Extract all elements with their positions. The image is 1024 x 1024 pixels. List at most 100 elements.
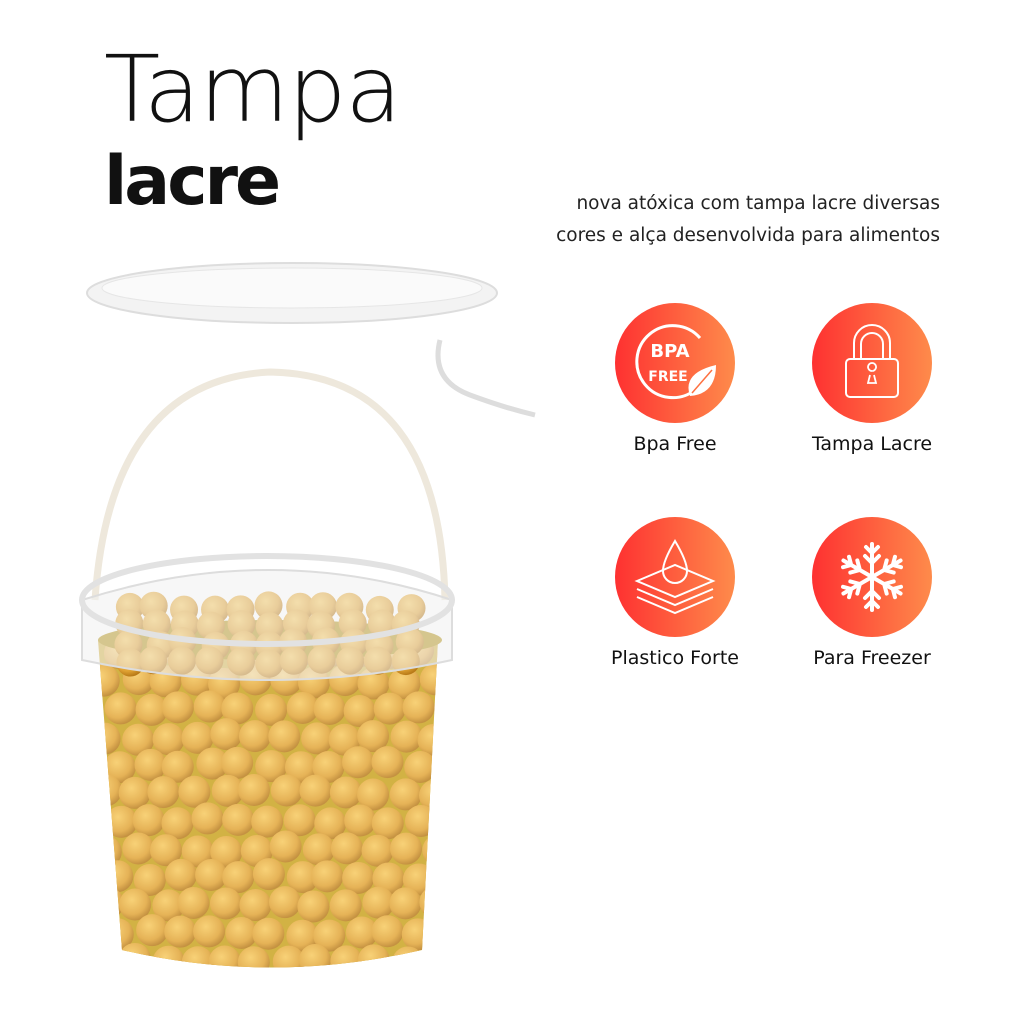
feature-label: Plastico Forte: [611, 647, 739, 669]
chickpea: [209, 887, 242, 920]
chickpea: [149, 834, 182, 867]
feature-para-freezer: Para Freezer: [772, 517, 972, 669]
chickpea: [222, 861, 255, 894]
chickpea: [211, 774, 244, 807]
chickpea: [344, 804, 377, 837]
bucket-rim: [81, 569, 453, 681]
chickpea: [362, 886, 395, 919]
description-line-1: nova atóxica com tampa lacre diversas: [576, 193, 940, 214]
chickpea: [436, 746, 438, 779]
chickpea: [161, 691, 194, 724]
chickpea: [404, 750, 437, 783]
water-drop-layers-icon: [615, 517, 735, 637]
chickpea: [193, 690, 226, 723]
chickpea: [390, 720, 423, 753]
chickpea: [436, 806, 438, 839]
chickpea: [434, 919, 438, 952]
bpa-free-leaf-icon: BPA FREE: [615, 303, 735, 423]
chickpea: [390, 832, 423, 865]
bucket-body: [98, 640, 438, 968]
chickpea: [329, 776, 362, 809]
chickpea: [312, 750, 345, 783]
chickpea: [152, 889, 185, 922]
chickpea: [330, 945, 363, 968]
chickpea: [419, 663, 438, 696]
chickpea: [118, 776, 151, 809]
chickpea: [208, 945, 241, 968]
chickpea: [268, 720, 301, 753]
chickpea: [286, 919, 319, 952]
chickpea: [98, 664, 120, 697]
chickpea: [225, 916, 258, 949]
chickpea: [105, 805, 138, 838]
badge-text-free: FREE: [648, 369, 687, 385]
chickpea: [284, 751, 317, 784]
chickpea: [161, 807, 194, 840]
chickpea: [314, 807, 347, 840]
badge-text-bpa: BPA: [650, 341, 689, 362]
chickpea: [164, 858, 197, 891]
chickpea: [373, 692, 406, 725]
chickpea: [435, 690, 438, 723]
chickpea: [357, 667, 390, 700]
chickpea: [299, 944, 332, 968]
chickpea: [98, 944, 121, 968]
chickpea: [371, 807, 404, 840]
chickpea: [136, 914, 169, 947]
chickpea: [329, 889, 362, 922]
chickpea: [237, 774, 270, 807]
lid: [86, 262, 536, 418]
feature-tampa-lacre: Tampa Lacre: [772, 303, 972, 455]
chickpea: [103, 751, 136, 784]
chickpea: [388, 667, 421, 700]
chickpea: [210, 718, 243, 751]
chickpea: [302, 833, 335, 866]
chickpea: [371, 915, 404, 948]
chickpea: [135, 693, 168, 726]
chickpea: [342, 861, 375, 894]
chickpea: [272, 945, 305, 968]
chickpea: [122, 723, 155, 756]
chickpea: [389, 887, 422, 920]
feature-bpa-free: BPA FREE Bpa Free: [575, 303, 775, 455]
chickpea: [238, 720, 271, 753]
feature-label: Para Freezer: [813, 647, 931, 669]
chickpea: [313, 919, 346, 952]
chickpea: [269, 830, 302, 863]
chickpea: [270, 774, 303, 807]
snowflake-icon: [812, 517, 932, 637]
chickpea: [221, 692, 254, 725]
chickpea: [181, 721, 214, 754]
chickpea: [164, 915, 197, 948]
chickpea: [237, 946, 270, 968]
chickpea: [252, 858, 285, 891]
chickpea: [104, 692, 137, 725]
padlock-icon: [812, 303, 932, 423]
chickpea: [313, 692, 346, 725]
handle: [91, 368, 449, 601]
chickpea: [389, 778, 422, 811]
chickpea: [178, 775, 211, 808]
feature-label: Tampa Lacre: [811, 433, 933, 455]
chickpea: [286, 861, 319, 894]
chickpea: [222, 803, 255, 836]
chickpea: [152, 723, 185, 756]
chickpea: [283, 804, 316, 837]
chickpea: [342, 746, 375, 779]
product-description: nova atóxica com tampa lacre diversas co…: [556, 188, 940, 252]
chickpea: [301, 722, 334, 755]
chickpea: [161, 750, 194, 783]
chickpea: [297, 890, 330, 923]
chickpea: [147, 776, 180, 809]
description-line-2: cores e alça desenvolvida para alimentos: [556, 225, 940, 246]
chickpea: [239, 889, 272, 922]
chickpea: [434, 860, 438, 893]
chickpea: [286, 691, 319, 724]
chickpea: [195, 859, 228, 892]
heading-line-1: Tampa: [104, 36, 402, 143]
chickpea: [402, 691, 435, 724]
chickpea: [343, 695, 376, 728]
chickpea: [177, 886, 210, 919]
chickpea: [221, 746, 254, 779]
